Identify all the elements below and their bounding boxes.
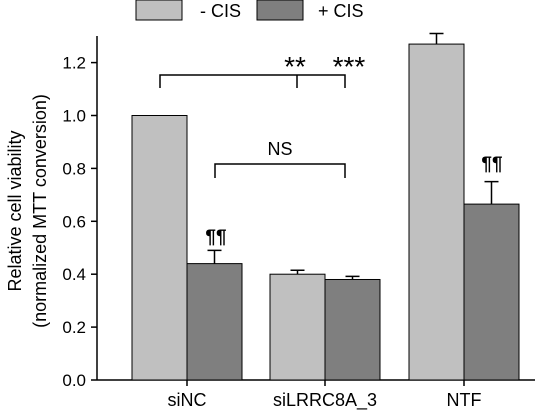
ns-label: NS	[267, 139, 292, 159]
legend-label-minus-cis: - CIS	[200, 1, 241, 21]
y-tick-label-6: 1.2	[62, 54, 86, 73]
y-axis-title: Relative cell viability (normalized MTT …	[5, 94, 50, 328]
bar-ntf-plus-cis	[463, 203, 520, 381]
y-tick-label-2: 0.4	[62, 265, 86, 284]
y-axis-title-line-2: (normalized MTT conversion)	[30, 94, 50, 328]
x-ticks: siNC siLRRC8A_3 NTF	[168, 380, 482, 411]
bar-sinc-plus-cis	[186, 263, 243, 381]
x-label-silrrc8a-3: siLRRC8A_3	[273, 390, 377, 411]
bar-silrrc8a-3-minus-cis	[269, 273, 326, 381]
x-label-sinc: siNC	[168, 390, 207, 410]
legend-label-plus-cis: + CIS	[318, 1, 364, 21]
y-tick-label-1: 0.2	[62, 318, 86, 337]
y-tick-label-0: 0.0	[62, 371, 86, 390]
significance-label-triple-star: ***	[333, 51, 366, 82]
error-bar-ntf-plus-cis	[484, 180, 499, 205]
y-tick-label-4: 0.8	[62, 159, 86, 178]
error-bar-ntf-minus-cis	[429, 32, 444, 45]
bar-silrrc8a-3-plus-cis	[324, 278, 381, 381]
significance-bracket-upper	[159, 74, 346, 88]
error-bar-silrrc8a-3-minus-cis	[290, 269, 305, 275]
ns-bracket	[214, 163, 346, 178]
bar-ntf-minus-cis	[408, 43, 465, 381]
bar-sinc-minus-cis	[131, 115, 188, 381]
bars	[131, 43, 520, 381]
legend-swatch-plus-cis	[256, 0, 304, 21]
legend: - CIS + CIS	[135, 0, 364, 21]
error-bar-silrrc8a-3-plus-cis	[345, 275, 360, 280]
pilcrow-label-ntf: ¶¶	[481, 154, 502, 175]
x-label-ntf: NTF	[447, 390, 482, 410]
error-bars	[207, 32, 499, 280]
significance-label-double-star: **	[284, 51, 306, 82]
y-ticks: 0.0 0.2 0.4 0.6 0.8 1.0 1.2	[62, 54, 97, 390]
y-tick-label-3: 0.6	[62, 212, 86, 231]
y-tick-label-5: 1.0	[62, 107, 86, 126]
legend-swatch-minus-cis	[135, 0, 183, 21]
pilcrow-label-sinc: ¶¶	[205, 227, 226, 248]
y-axis-title-line-1: Relative cell viability	[5, 130, 25, 291]
error-bar-sinc-plus-cis	[207, 249, 222, 264]
